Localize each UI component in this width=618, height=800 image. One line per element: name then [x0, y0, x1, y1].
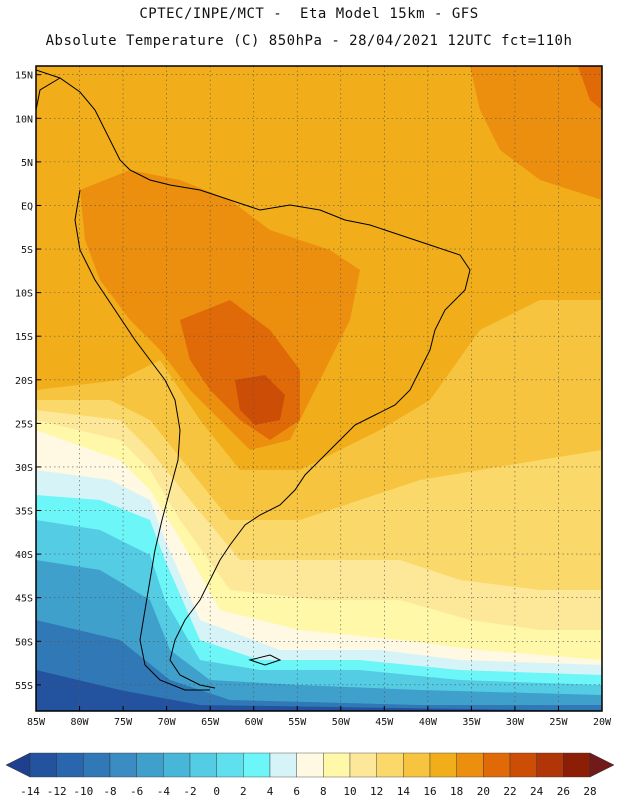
atlantic-coast — [36, 69, 471, 689]
colorbar-label: 18 — [450, 785, 463, 798]
map-frame — [35, 65, 603, 712]
colorbar-label: 10 — [343, 785, 356, 798]
central-america-coast — [36, 77, 61, 111]
colorbar-swatch — [509, 752, 537, 778]
lon-label: 40W — [419, 717, 438, 728]
lon-label: 75W — [114, 717, 133, 728]
colorbar-swatch — [429, 752, 457, 778]
coastline — [36, 69, 471, 691]
colorbar-label: -4 — [157, 785, 171, 798]
colorbar-swatch — [456, 752, 484, 778]
lat-label: 10S — [15, 289, 33, 300]
colorbar-swatch — [269, 752, 297, 778]
field-ne-20 — [470, 66, 602, 200]
colorbar-swatch — [376, 752, 404, 778]
lon-label: 25W — [549, 717, 568, 728]
lat-label: 5N — [21, 158, 33, 169]
colorbar-label: 8 — [320, 785, 327, 798]
colorbar-label: 26 — [557, 785, 570, 798]
colorbar-swatch — [163, 752, 191, 778]
field-interior-24 — [235, 375, 285, 425]
field-ne-22 — [578, 66, 602, 110]
colorbar-label: 28 — [583, 785, 596, 798]
colorbar-swatch — [136, 752, 164, 778]
colorbar-swatch — [243, 752, 271, 778]
colorbar — [5, 752, 615, 778]
lon-label: 55W — [288, 717, 307, 728]
colorbar-swatch — [403, 752, 431, 778]
colorbar-swatch — [56, 752, 84, 778]
colorbar-label: 12 — [370, 785, 383, 798]
lon-label: 70W — [158, 717, 177, 728]
colorbar-label: -6 — [130, 785, 143, 798]
colorbar-swatch — [83, 752, 111, 778]
lat-label: 15S — [15, 332, 33, 343]
colorbar-label: 20 — [477, 785, 490, 798]
lat-label: 50S — [15, 637, 33, 648]
lat-label: 45S — [15, 594, 33, 605]
lat-label: 30S — [15, 463, 33, 474]
lon-label: 85W — [27, 717, 46, 728]
chart-title-line1: CPTEC/INPE/MCT - Eta Model 15km - GFS — [139, 6, 479, 22]
longitude-labels: 85W 80W 75W 70W 65W 60W 55W 50W 45W 40W 35W 30W 25W 2… — [27, 706, 612, 728]
lat-label: EQ — [21, 201, 33, 212]
lat-label: 15N — [15, 71, 33, 82]
lon-label: 60W — [245, 717, 264, 728]
lon-label: 65W — [201, 717, 220, 728]
colorbar-swatch — [189, 752, 217, 778]
colorbar-swatch — [109, 752, 137, 778]
colorbar-max-arrow — [589, 752, 615, 778]
colorbar-swatch — [483, 752, 511, 778]
lon-label: 20W — [593, 717, 612, 728]
colorbar-label: -2 — [183, 785, 196, 798]
colorbar-label: -14 — [20, 785, 40, 798]
lat-label: 40S — [15, 550, 33, 561]
colorbar-swatch — [349, 752, 377, 778]
colorbar-swatch — [29, 752, 57, 778]
lon-label: 50W — [332, 717, 351, 728]
colorbar-swatch — [216, 752, 244, 778]
lat-label: 20S — [15, 376, 33, 387]
colorbar-label: -8 — [103, 785, 116, 798]
field-m4 — [36, 560, 602, 711]
lat-label: 55S — [15, 681, 33, 692]
colorbar-label: 0 — [213, 785, 220, 798]
lat-label: 35S — [15, 507, 33, 518]
colorbar-labels: -14 -12 -10 -8 -6 -4 -2 0 2 4 6 8 10 12 14 16 18 20 22 24 26… — [20, 785, 597, 798]
latitude-labels: 15N 10N 5N EQ 5S 10S 15S 20S 25S 30S 35S 40S 45S 50S 5… — [15, 71, 41, 692]
colorbar-label: -10 — [73, 785, 93, 798]
colorbar-label: 22 — [503, 785, 516, 798]
colorbar-label: 4 — [267, 785, 274, 798]
colorbar-swatch — [296, 752, 324, 778]
lat-label: 5S — [21, 245, 33, 256]
field-m8 — [36, 620, 602, 711]
colorbar-label: 2 — [240, 785, 247, 798]
lat-label: 25S — [15, 419, 33, 430]
colorbar-label: -12 — [47, 785, 67, 798]
colorbar-label: 6 — [293, 785, 300, 798]
colorbar-swatch — [536, 752, 564, 778]
lon-label: 80W — [71, 717, 90, 728]
lon-label: 45W — [375, 717, 394, 728]
lon-label: 30W — [506, 717, 525, 728]
pacific-coast — [74, 189, 210, 691]
temperature-field — [36, 66, 602, 711]
colorbar-swatch — [323, 752, 351, 778]
lon-label: 35W — [462, 717, 481, 728]
falklands-outline — [248, 654, 282, 666]
colorbar-label: 14 — [397, 785, 411, 798]
field-m12 — [36, 670, 602, 711]
chart-title-line2: Absolute Temperature (C) 850hPa - 28/04/… — [45, 33, 573, 49]
colorbar-min-arrow — [5, 752, 31, 778]
lat-label: 10N — [15, 114, 33, 125]
colorbar-label: 24 — [530, 785, 544, 798]
colorbar-swatch — [563, 752, 591, 778]
colorbar-label: 16 — [423, 785, 436, 798]
